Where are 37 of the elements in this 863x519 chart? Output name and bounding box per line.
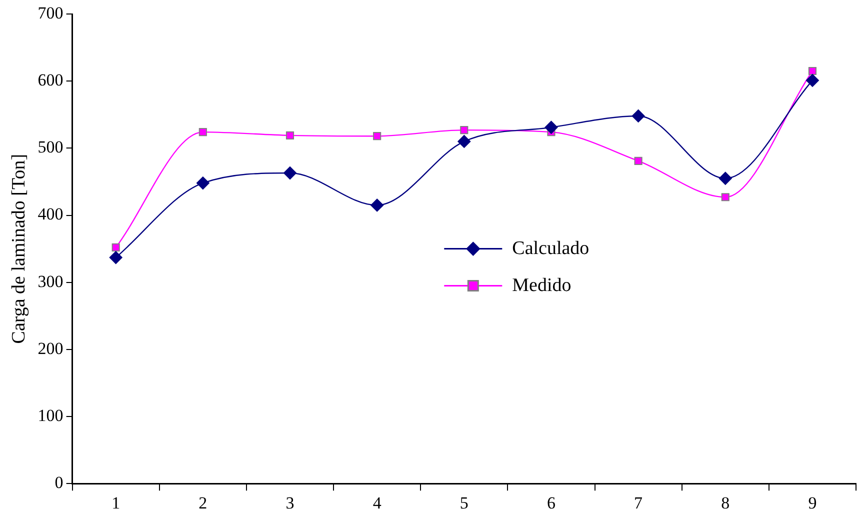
point	[370, 198, 384, 212]
point	[283, 166, 296, 180]
y-tick-label: 500	[38, 138, 64, 157]
point	[460, 126, 468, 134]
x-tick-label: 9	[808, 493, 817, 512]
point	[109, 251, 122, 264]
point	[196, 176, 210, 190]
point	[458, 134, 471, 148]
x-tick-label: 2	[198, 493, 208, 512]
point	[286, 131, 294, 140]
x-tick-label: 1	[112, 493, 120, 512]
y-tick-label: 100	[38, 406, 64, 425]
point	[112, 243, 120, 252]
point	[373, 132, 382, 140]
legend-label: Medido	[512, 274, 572, 296]
x-tick-label: 8	[721, 493, 730, 512]
x-tick-label: 6	[546, 493, 556, 512]
point	[632, 109, 645, 122]
y-tick-label: 200	[38, 338, 64, 358]
point	[721, 193, 730, 202]
y-tick-label: 400	[38, 204, 64, 224]
point	[718, 172, 732, 185]
y-tick-label: 600	[38, 70, 64, 90]
point	[544, 120, 558, 134]
y-axis-title: Carga de laminado [Ton]	[8, 154, 30, 344]
point	[808, 66, 816, 76]
x-tick-label: 4	[372, 493, 382, 512]
x-tick-label: 7	[634, 493, 644, 512]
point	[806, 74, 819, 87]
y-tick-label: 300	[38, 272, 64, 291]
x-tick-label: 3	[286, 493, 294, 512]
point	[198, 128, 207, 136]
y-tick-label: 0	[54, 473, 64, 492]
y-tick-label: 700	[38, 3, 64, 22]
point	[634, 156, 642, 165]
legend-label: Calculado	[512, 238, 590, 259]
x-tick-label: 5	[460, 493, 468, 512]
